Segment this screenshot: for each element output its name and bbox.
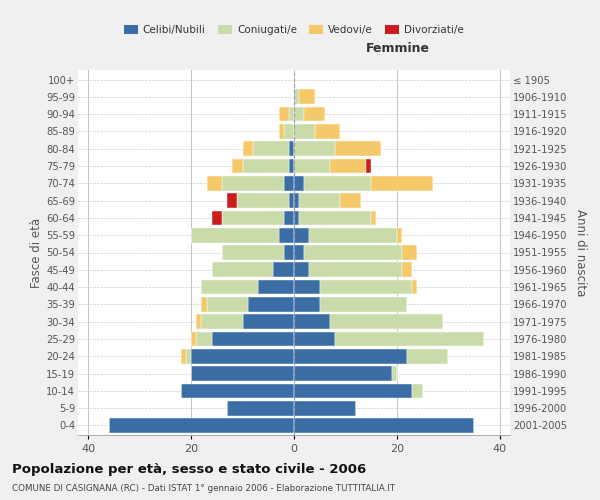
Bar xyxy=(330,314,443,329)
Bar xyxy=(294,280,320,294)
Bar xyxy=(191,349,294,364)
Bar xyxy=(402,245,418,260)
Bar xyxy=(186,349,191,364)
Bar xyxy=(314,124,340,139)
Bar xyxy=(212,262,274,277)
Y-axis label: Fasce di età: Fasce di età xyxy=(31,218,43,288)
Bar xyxy=(330,158,366,174)
Bar xyxy=(284,124,294,139)
Bar xyxy=(222,245,284,260)
Bar xyxy=(206,176,222,190)
Bar xyxy=(294,418,474,433)
Bar xyxy=(371,176,433,190)
Bar xyxy=(294,349,407,364)
Bar xyxy=(109,418,294,433)
Bar xyxy=(181,349,186,364)
Y-axis label: Anni di nascita: Anni di nascita xyxy=(574,209,587,296)
Bar xyxy=(294,297,320,312)
Bar xyxy=(274,262,294,277)
Bar xyxy=(310,228,397,242)
Bar xyxy=(289,194,294,208)
Bar xyxy=(284,176,294,190)
Bar xyxy=(294,314,330,329)
Bar xyxy=(242,314,294,329)
Bar xyxy=(294,384,412,398)
Bar xyxy=(278,228,294,242)
Bar xyxy=(294,262,310,277)
Bar xyxy=(289,107,294,122)
Bar xyxy=(202,314,242,329)
Bar xyxy=(284,245,294,260)
Bar xyxy=(310,262,402,277)
Bar xyxy=(412,280,418,294)
Bar xyxy=(371,210,376,226)
Bar xyxy=(242,158,289,174)
Bar xyxy=(227,194,238,208)
Bar xyxy=(248,297,294,312)
Bar xyxy=(212,332,294,346)
Bar xyxy=(191,332,196,346)
Bar xyxy=(366,158,371,174)
Bar xyxy=(402,262,412,277)
Bar xyxy=(289,142,294,156)
Bar xyxy=(227,401,294,415)
Bar xyxy=(294,228,310,242)
Bar xyxy=(181,384,294,398)
Bar xyxy=(299,194,340,208)
Bar xyxy=(304,176,371,190)
Bar xyxy=(304,245,402,260)
Bar xyxy=(191,228,278,242)
Bar xyxy=(191,366,294,381)
Bar xyxy=(294,210,299,226)
Bar xyxy=(202,297,206,312)
Text: COMUNE DI CASIGNANA (RC) - Dati ISTAT 1° gennaio 2006 - Elaborazione TUTTITALIA.: COMUNE DI CASIGNANA (RC) - Dati ISTAT 1°… xyxy=(12,484,395,493)
Bar xyxy=(335,332,484,346)
Bar xyxy=(278,107,289,122)
Bar xyxy=(278,124,284,139)
Bar xyxy=(299,210,371,226)
Bar xyxy=(294,124,314,139)
Bar xyxy=(253,142,289,156)
Bar xyxy=(196,314,202,329)
Bar xyxy=(320,297,407,312)
Bar xyxy=(304,107,325,122)
Bar xyxy=(294,158,330,174)
Bar xyxy=(320,280,412,294)
Bar xyxy=(294,142,335,156)
Bar xyxy=(294,366,392,381)
Text: Femmine: Femmine xyxy=(365,42,430,56)
Bar xyxy=(206,297,248,312)
Bar xyxy=(222,176,284,190)
Bar xyxy=(299,90,314,104)
Legend: Celibi/Nubili, Coniugati/e, Vedovi/e, Divorziati/e: Celibi/Nubili, Coniugati/e, Vedovi/e, Di… xyxy=(120,20,468,39)
Bar xyxy=(212,210,222,226)
Bar xyxy=(289,158,294,174)
Text: Popolazione per età, sesso e stato civile - 2006: Popolazione per età, sesso e stato civil… xyxy=(12,462,366,475)
Bar xyxy=(397,228,402,242)
Bar xyxy=(222,210,284,226)
Bar xyxy=(392,366,397,381)
Bar xyxy=(284,210,294,226)
Bar xyxy=(242,142,253,156)
Bar xyxy=(232,158,242,174)
Bar xyxy=(294,90,299,104)
Bar xyxy=(412,384,422,398)
Bar xyxy=(294,107,304,122)
Bar xyxy=(335,142,382,156)
Bar xyxy=(258,280,294,294)
Bar xyxy=(294,176,304,190)
Bar xyxy=(202,280,258,294)
Bar xyxy=(196,332,212,346)
Bar xyxy=(294,245,304,260)
Bar xyxy=(407,349,448,364)
Bar xyxy=(294,332,335,346)
Bar xyxy=(294,194,299,208)
Bar xyxy=(340,194,361,208)
Bar xyxy=(238,194,289,208)
Bar xyxy=(294,401,356,415)
